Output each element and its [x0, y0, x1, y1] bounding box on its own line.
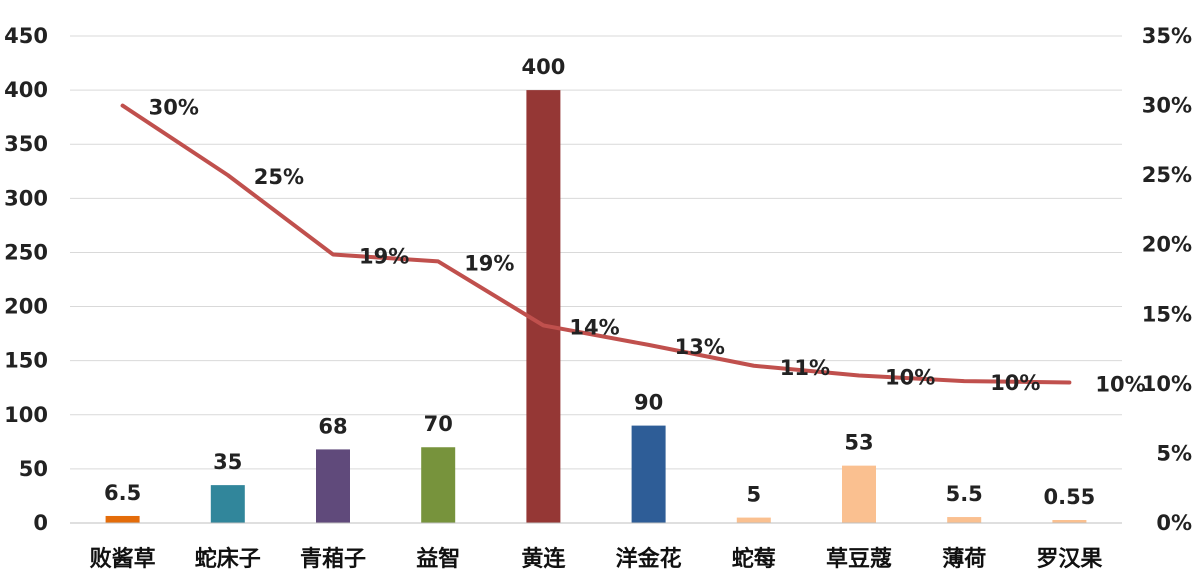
category-label: 洋金花 — [616, 546, 682, 572]
bar — [947, 517, 982, 523]
gridlines — [70, 35, 1122, 470]
right-axis-tick-label: 20% — [1142, 233, 1192, 257]
bar-value-label: 5.5 — [946, 482, 983, 506]
line-value-label: 14% — [569, 315, 619, 339]
bar — [842, 465, 876, 523]
bar — [316, 449, 350, 523]
category-label: 薄荷 — [942, 547, 986, 572]
category-label: 罗汉果 — [1036, 547, 1102, 572]
bar-value-label: 6.5 — [104, 481, 141, 505]
right-axis-tick-label: 5% — [1156, 441, 1192, 465]
percentage-line — [120, 103, 1072, 385]
line-value-label: 10% — [990, 371, 1040, 395]
bar-value-label: 53 — [844, 431, 873, 455]
bar — [1052, 520, 1087, 523]
category-label: 黄连 — [521, 546, 566, 572]
left-axis-tick-label: 450 — [4, 24, 48, 48]
left-axis-tick-label: 200 — [4, 295, 48, 319]
bars — [105, 90, 1087, 523]
left-axis-tick-label: 350 — [4, 132, 48, 156]
category-label: 益智 — [416, 546, 460, 572]
left-axis-tick-label: 300 — [4, 186, 48, 210]
line-value-label: 10% — [885, 366, 935, 390]
category-label: 蛇床子 — [195, 546, 261, 572]
bar — [526, 90, 561, 523]
bar-value-label: 70 — [424, 412, 453, 436]
bar-value-label: 68 — [318, 414, 347, 438]
line-value-label: 19% — [464, 251, 514, 275]
line-value-label: 13% — [675, 335, 725, 359]
bar-value-label: 0.55 — [1043, 485, 1095, 509]
line-value-label: 10% — [1095, 372, 1145, 396]
line-value-label: 11% — [780, 356, 830, 380]
bar-value-label: 400 — [521, 55, 565, 79]
bar — [631, 425, 666, 523]
line-series — [120, 103, 1072, 385]
right-axis-tick-label: 15% — [1142, 302, 1192, 326]
left-axis-tick-label: 0 — [33, 511, 48, 535]
right-axis-tick-label: 25% — [1142, 163, 1192, 187]
bar-value-label: 5 — [746, 483, 761, 507]
left-axis-tick-label: 150 — [4, 349, 48, 373]
bar — [210, 485, 245, 523]
category-label: 败酱草 — [90, 546, 156, 572]
bar — [421, 447, 456, 523]
left-axis-tick-label: 50 — [19, 457, 48, 481]
right-axis-tick-label: 10% — [1142, 372, 1192, 396]
left-axis-tick-label: 100 — [4, 403, 48, 427]
axes: 0 50 100 150 200 250 300 350 400 450 0% 5% 10% 15% 20%… — [4, 24, 1192, 572]
line-value-label: 19% — [359, 244, 409, 268]
right-axis-tick-label: 0% — [1156, 511, 1192, 535]
right-axis-tick-label: 30% — [1142, 94, 1192, 118]
bar — [736, 517, 771, 523]
left-axis-tick-label: 250 — [4, 240, 48, 264]
bar-value-label: 90 — [634, 391, 663, 415]
bar-value-label: 35 — [213, 450, 242, 474]
line-value-label: 25% — [254, 165, 304, 189]
bar — [105, 515, 140, 523]
data-labels: 6.5 35 68 70 400 90 5 53 5.5 0.55 30% 25% 19% 19% 14% 1… — [104, 55, 1146, 509]
category-label: 青葙子 — [300, 546, 366, 572]
line-value-label: 30% — [149, 96, 199, 120]
right-axis-tick-label: 35% — [1142, 24, 1192, 48]
category-label: 草豆蔻 — [826, 546, 892, 572]
category-label: 蛇莓 — [732, 546, 776, 572]
left-axis-tick-label: 400 — [4, 78, 48, 102]
